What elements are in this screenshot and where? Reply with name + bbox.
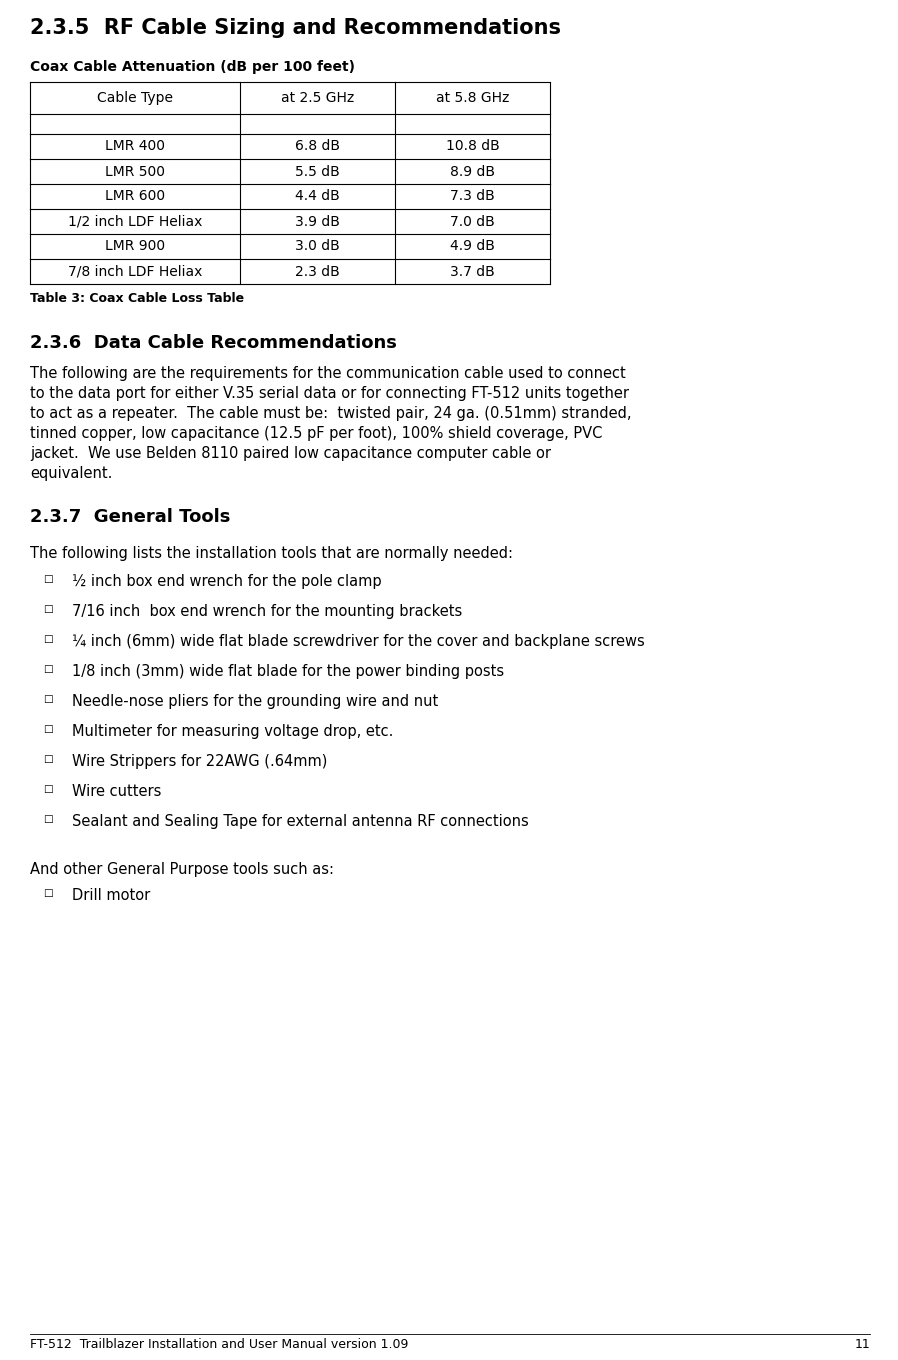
Text: □: □ bbox=[43, 604, 53, 613]
Text: The following lists the installation tools that are normally needed:: The following lists the installation too… bbox=[30, 545, 513, 560]
Text: Drill motor: Drill motor bbox=[72, 888, 150, 903]
Text: Cable Type: Cable Type bbox=[97, 91, 173, 105]
Text: at 5.8 GHz: at 5.8 GHz bbox=[436, 91, 509, 105]
Text: 8.9 dB: 8.9 dB bbox=[450, 165, 495, 178]
Text: Table 3: Coax Cable Loss Table: Table 3: Coax Cable Loss Table bbox=[30, 292, 244, 305]
Text: □: □ bbox=[43, 888, 53, 898]
Text: □: □ bbox=[43, 783, 53, 794]
Text: Wire cutters: Wire cutters bbox=[72, 783, 162, 800]
Text: □: □ bbox=[43, 574, 53, 583]
Text: □: □ bbox=[43, 753, 53, 764]
Text: Needle-nose pliers for the grounding wire and nut: Needle-nose pliers for the grounding wir… bbox=[72, 694, 438, 709]
Text: 3.0 dB: 3.0 dB bbox=[295, 239, 339, 253]
Text: LMR 500: LMR 500 bbox=[105, 165, 165, 178]
Text: □: □ bbox=[43, 724, 53, 734]
Text: 4.4 dB: 4.4 dB bbox=[295, 189, 339, 204]
Text: 6.8 dB: 6.8 dB bbox=[295, 140, 340, 154]
Text: □: □ bbox=[43, 694, 53, 704]
Text: ½ inch box end wrench for the pole clamp: ½ inch box end wrench for the pole clamp bbox=[72, 574, 382, 589]
Text: □: □ bbox=[43, 664, 53, 675]
Text: tinned copper, low capacitance (12.5 pF per foot), 100% shield coverage, PVC: tinned copper, low capacitance (12.5 pF … bbox=[30, 426, 603, 441]
Text: LMR 900: LMR 900 bbox=[105, 239, 165, 253]
Text: 1/2 inch LDF Heliax: 1/2 inch LDF Heliax bbox=[68, 215, 202, 228]
Text: 1/8 inch (3mm) wide flat blade for the power binding posts: 1/8 inch (3mm) wide flat blade for the p… bbox=[72, 664, 504, 679]
Text: The following are the requirements for the communication cable used to connect: The following are the requirements for t… bbox=[30, 366, 626, 381]
Text: Multimeter for measuring voltage drop, etc.: Multimeter for measuring voltage drop, e… bbox=[72, 724, 393, 738]
Text: 2.3 dB: 2.3 dB bbox=[295, 264, 339, 279]
Text: 4.9 dB: 4.9 dB bbox=[450, 239, 495, 253]
Text: 5.5 dB: 5.5 dB bbox=[295, 165, 339, 178]
Text: to act as a repeater.  The cable must be:  twisted pair, 24 ga. (0.51mm) strande: to act as a repeater. The cable must be:… bbox=[30, 407, 631, 422]
Text: to the data port for either V.35 serial data or for connecting FT-512 units toge: to the data port for either V.35 serial … bbox=[30, 386, 629, 401]
Text: 3.7 dB: 3.7 dB bbox=[450, 264, 495, 279]
Text: 7.3 dB: 7.3 dB bbox=[450, 189, 495, 204]
Text: 7/16 inch  box end wrench for the mounting brackets: 7/16 inch box end wrench for the mountin… bbox=[72, 604, 462, 619]
Text: Wire Strippers for 22AWG (.64mm): Wire Strippers for 22AWG (.64mm) bbox=[72, 753, 328, 768]
Text: 7.0 dB: 7.0 dB bbox=[450, 215, 495, 228]
Text: 2.3.5  RF Cable Sizing and Recommendations: 2.3.5 RF Cable Sizing and Recommendation… bbox=[30, 18, 561, 38]
Text: LMR 600: LMR 600 bbox=[105, 189, 165, 204]
Text: FT-512  Trailblazer Installation and User Manual version 1.09: FT-512 Trailblazer Installation and User… bbox=[30, 1338, 409, 1350]
Text: equivalent.: equivalent. bbox=[30, 466, 112, 481]
Text: LMR 400: LMR 400 bbox=[105, 140, 165, 154]
Text: 3.9 dB: 3.9 dB bbox=[295, 215, 340, 228]
Text: 2.3.6  Data Cable Recommendations: 2.3.6 Data Cable Recommendations bbox=[30, 335, 397, 352]
Text: □: □ bbox=[43, 634, 53, 645]
Text: Coax Cable Attenuation (dB per 100 feet): Coax Cable Attenuation (dB per 100 feet) bbox=[30, 60, 355, 73]
Text: □: □ bbox=[43, 815, 53, 824]
Text: 11: 11 bbox=[854, 1338, 870, 1350]
Text: 2.3.7  General Tools: 2.3.7 General Tools bbox=[30, 509, 231, 526]
Text: ¼ inch (6mm) wide flat blade screwdriver for the cover and backplane screws: ¼ inch (6mm) wide flat blade screwdriver… bbox=[72, 634, 645, 649]
Text: 7/8 inch LDF Heliax: 7/8 inch LDF Heliax bbox=[68, 264, 202, 279]
Text: 10.8 dB: 10.8 dB bbox=[445, 140, 499, 154]
Text: Sealant and Sealing Tape for external antenna RF connections: Sealant and Sealing Tape for external an… bbox=[72, 815, 529, 830]
Text: And other General Purpose tools such as:: And other General Purpose tools such as: bbox=[30, 862, 334, 877]
Text: at 2.5 GHz: at 2.5 GHz bbox=[281, 91, 354, 105]
Text: jacket.  We use Belden 8110 paired low capacitance computer cable or: jacket. We use Belden 8110 paired low ca… bbox=[30, 446, 551, 461]
